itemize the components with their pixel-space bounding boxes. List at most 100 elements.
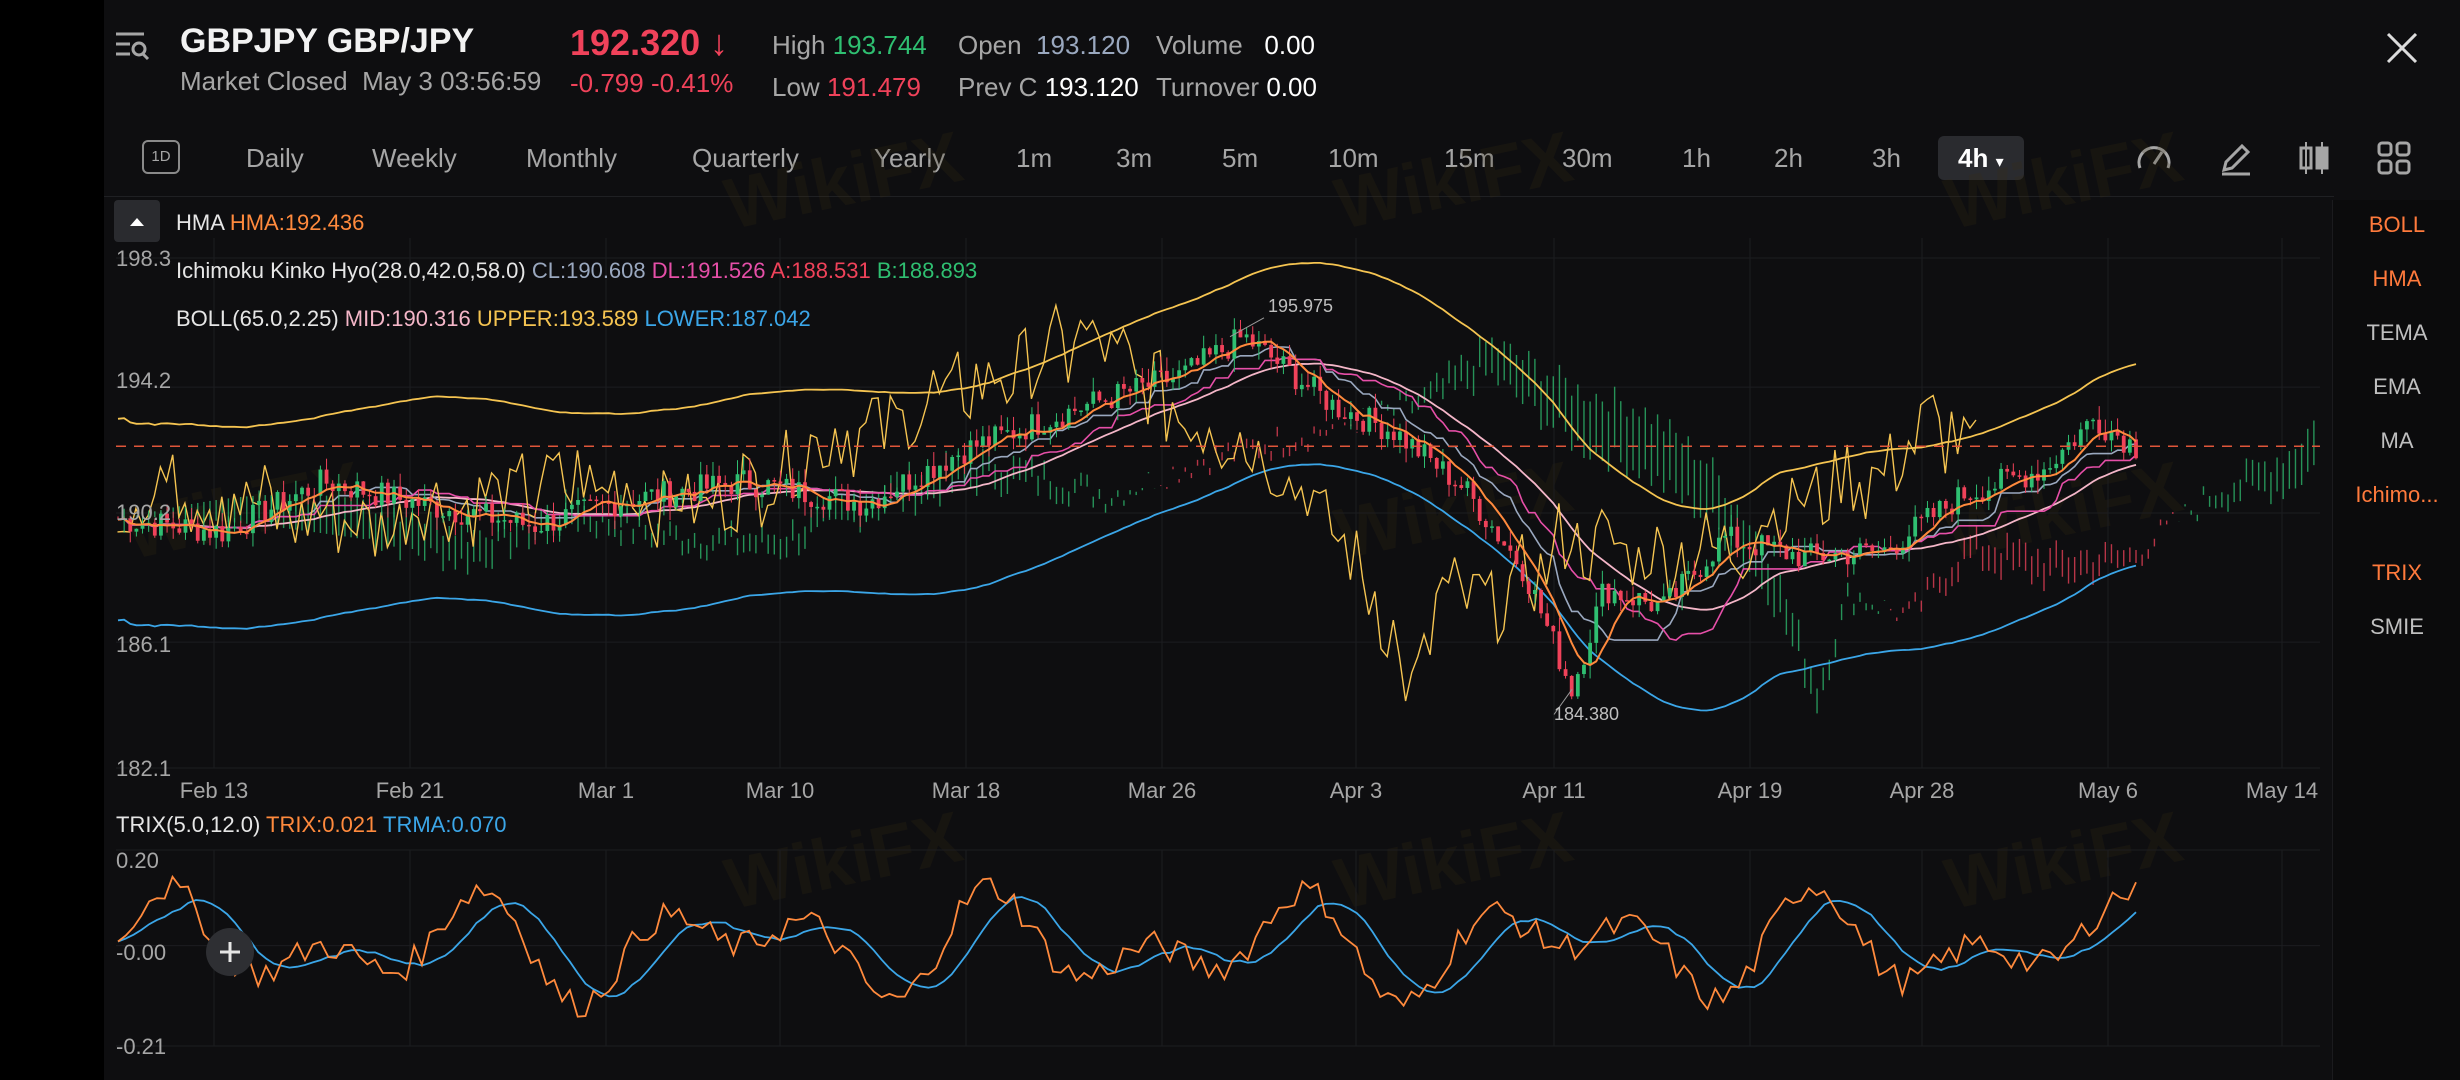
candle-body (422, 497, 427, 506)
candle-body (490, 503, 495, 523)
symbol: GBPJPY (180, 22, 318, 60)
y-axis-label: 198.3 (116, 246, 172, 271)
candle-body (441, 516, 445, 518)
candle-body (1177, 370, 1182, 379)
candle-body (704, 474, 709, 489)
last-price: 192.320 ↓ (570, 22, 728, 64)
candle-body (1667, 588, 1672, 597)
candle-body (226, 527, 231, 542)
pencil-icon[interactable] (2216, 138, 2256, 178)
candle-body (484, 503, 488, 512)
candle-body (1122, 384, 1126, 389)
tab-1h[interactable]: 1h (1682, 143, 1711, 173)
tab-3m[interactable]: 3m (1116, 143, 1153, 173)
candle-body (2011, 471, 2016, 476)
candle-body (1459, 485, 1464, 488)
stat-label: Prev C (958, 72, 1038, 102)
candle-body (1410, 439, 1415, 449)
candlestick-icon[interactable] (2294, 138, 2334, 178)
candle-body (1079, 410, 1083, 413)
candle-body (741, 470, 746, 475)
tab-3h[interactable]: 3h (1872, 143, 1901, 173)
candle-body (367, 494, 372, 497)
indicator-ema[interactable]: EMA (2373, 374, 2421, 399)
grid-icon[interactable] (2374, 138, 2414, 178)
legend-ichimoku: Ichimoku Kinko Hyo(28.0,42.0,58.0) CL:19… (176, 258, 977, 284)
stat-label: Turnover (1156, 72, 1260, 102)
candle-body (1943, 500, 1948, 509)
candle-body (1373, 407, 1378, 423)
candle-body (1845, 552, 1850, 565)
tab-daily[interactable]: Daily (246, 143, 304, 173)
candle-body (1263, 341, 1267, 345)
tab-quarterly[interactable]: Quarterly (692, 143, 799, 173)
candle-body (1563, 669, 1568, 676)
speedometer-icon[interactable] (2134, 138, 2174, 178)
tab-15m[interactable]: 15m (1444, 143, 1495, 173)
indicator-ichimoku[interactable]: Ichimo... (2355, 482, 2439, 507)
stat-low: Low 191.479 (772, 72, 921, 103)
tab-monthly[interactable]: Monthly (526, 143, 618, 173)
candle-body (477, 509, 482, 512)
legend-hma-name: HMA (176, 210, 224, 235)
candle-body (674, 496, 679, 508)
legend-ichimoku-cl: CL:190.608 (531, 258, 646, 283)
hma-line (117, 340, 2137, 667)
candle-body (563, 509, 568, 525)
tab-weekly[interactable]: Weekly (372, 143, 457, 173)
candle-body (1342, 417, 1347, 419)
candle-body (1453, 484, 1458, 487)
market-status: Market Closed May 3 03:56:59 (180, 66, 541, 97)
tab-5m[interactable]: 5m (1222, 143, 1259, 173)
price-chart[interactable] (104, 0, 2332, 1080)
close-icon[interactable] (2380, 26, 2424, 70)
legend-boll-upper: UPPER:193.589 (476, 306, 639, 331)
indicator-tema[interactable]: TEMA (2366, 320, 2428, 345)
candle-body (901, 474, 906, 492)
trix-line (117, 874, 2137, 1018)
indicator-ma[interactable]: MA (2380, 428, 2414, 453)
legend-trix-value: TRIX:0.021 (266, 812, 378, 837)
ichimoku-lagging-line (117, 302, 1977, 702)
candle-body (2115, 430, 2120, 436)
interval-badge[interactable]: 1D (142, 140, 180, 174)
tab-1m[interactable]: 1m (1016, 143, 1053, 173)
tab-4h[interactable]: 4h ▾ (1938, 136, 2024, 180)
candle-body (447, 510, 452, 517)
tab-30m[interactable]: 30m (1562, 143, 1613, 173)
add-button[interactable] (206, 928, 254, 976)
tab-2h[interactable]: 2h (1774, 143, 1803, 173)
candle-body (1183, 365, 1188, 371)
candle-body (1005, 430, 1010, 432)
candle-body (968, 440, 973, 464)
candle-body (324, 469, 329, 484)
candle-body (134, 528, 139, 532)
indicator-boll[interactable]: BOLL (2368, 212, 2426, 237)
market-status-text: Market Closed (180, 66, 348, 96)
tab-10m[interactable]: 10m (1328, 143, 1379, 173)
candle-body (1465, 481, 1470, 488)
candle-body (1440, 461, 1445, 469)
candle-body (1318, 376, 1323, 391)
candle-body (1134, 378, 1139, 392)
candle-body (551, 514, 556, 531)
candle-body (772, 480, 777, 482)
candle-body (735, 474, 740, 495)
candle-body (944, 465, 948, 471)
candle-body (2078, 429, 2083, 447)
indicator-trix[interactable]: TRIX (2371, 560, 2423, 585)
legend-boll: BOLL(65.0,2.25) MID:190.316 UPPER:193.58… (176, 306, 811, 332)
x-axis-date: May 14 (2245, 778, 2319, 803)
candle-body (465, 515, 470, 525)
candle-body (919, 485, 924, 488)
indicator-hma[interactable]: HMA (2372, 266, 2422, 291)
indicator-smie[interactable]: SMIE (2370, 614, 2424, 639)
menu-search-icon[interactable] (114, 30, 150, 62)
candle-body (888, 496, 893, 499)
candle-body (2017, 475, 2022, 477)
candle-body (1060, 421, 1065, 428)
tab-yearly[interactable]: Yearly (874, 143, 946, 173)
collapse-legend-button[interactable] (114, 200, 160, 242)
candle-body (754, 489, 758, 498)
candle-body (1508, 545, 1513, 551)
